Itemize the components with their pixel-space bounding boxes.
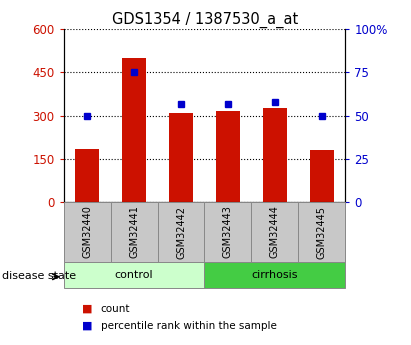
- Text: control: control: [115, 270, 153, 280]
- Text: percentile rank within the sample: percentile rank within the sample: [101, 321, 277, 331]
- Bar: [205, 202, 252, 262]
- Bar: [76, 149, 99, 202]
- Bar: [205, 262, 345, 288]
- Text: ■: ■: [82, 321, 93, 331]
- Text: cirrhosis: cirrhosis: [252, 270, 298, 280]
- Bar: [252, 202, 298, 262]
- Bar: [157, 202, 205, 262]
- Text: GDS1354 / 1387530_a_at: GDS1354 / 1387530_a_at: [112, 12, 299, 28]
- Bar: [263, 108, 286, 202]
- Bar: [122, 58, 146, 202]
- Bar: [111, 202, 157, 262]
- Text: count: count: [101, 304, 130, 314]
- Text: GSM32444: GSM32444: [270, 206, 280, 258]
- Bar: [216, 111, 240, 202]
- Bar: [310, 150, 333, 202]
- Text: GSM32442: GSM32442: [176, 206, 186, 258]
- Text: disease state: disease state: [2, 271, 76, 281]
- Text: ■: ■: [82, 304, 93, 314]
- Text: GSM32440: GSM32440: [82, 206, 92, 258]
- Bar: [169, 113, 193, 202]
- Text: GSM32441: GSM32441: [129, 206, 139, 258]
- Text: GSM32443: GSM32443: [223, 206, 233, 258]
- Bar: [64, 202, 111, 262]
- Text: GSM32445: GSM32445: [317, 206, 327, 258]
- Bar: [298, 202, 345, 262]
- Bar: [64, 262, 205, 288]
